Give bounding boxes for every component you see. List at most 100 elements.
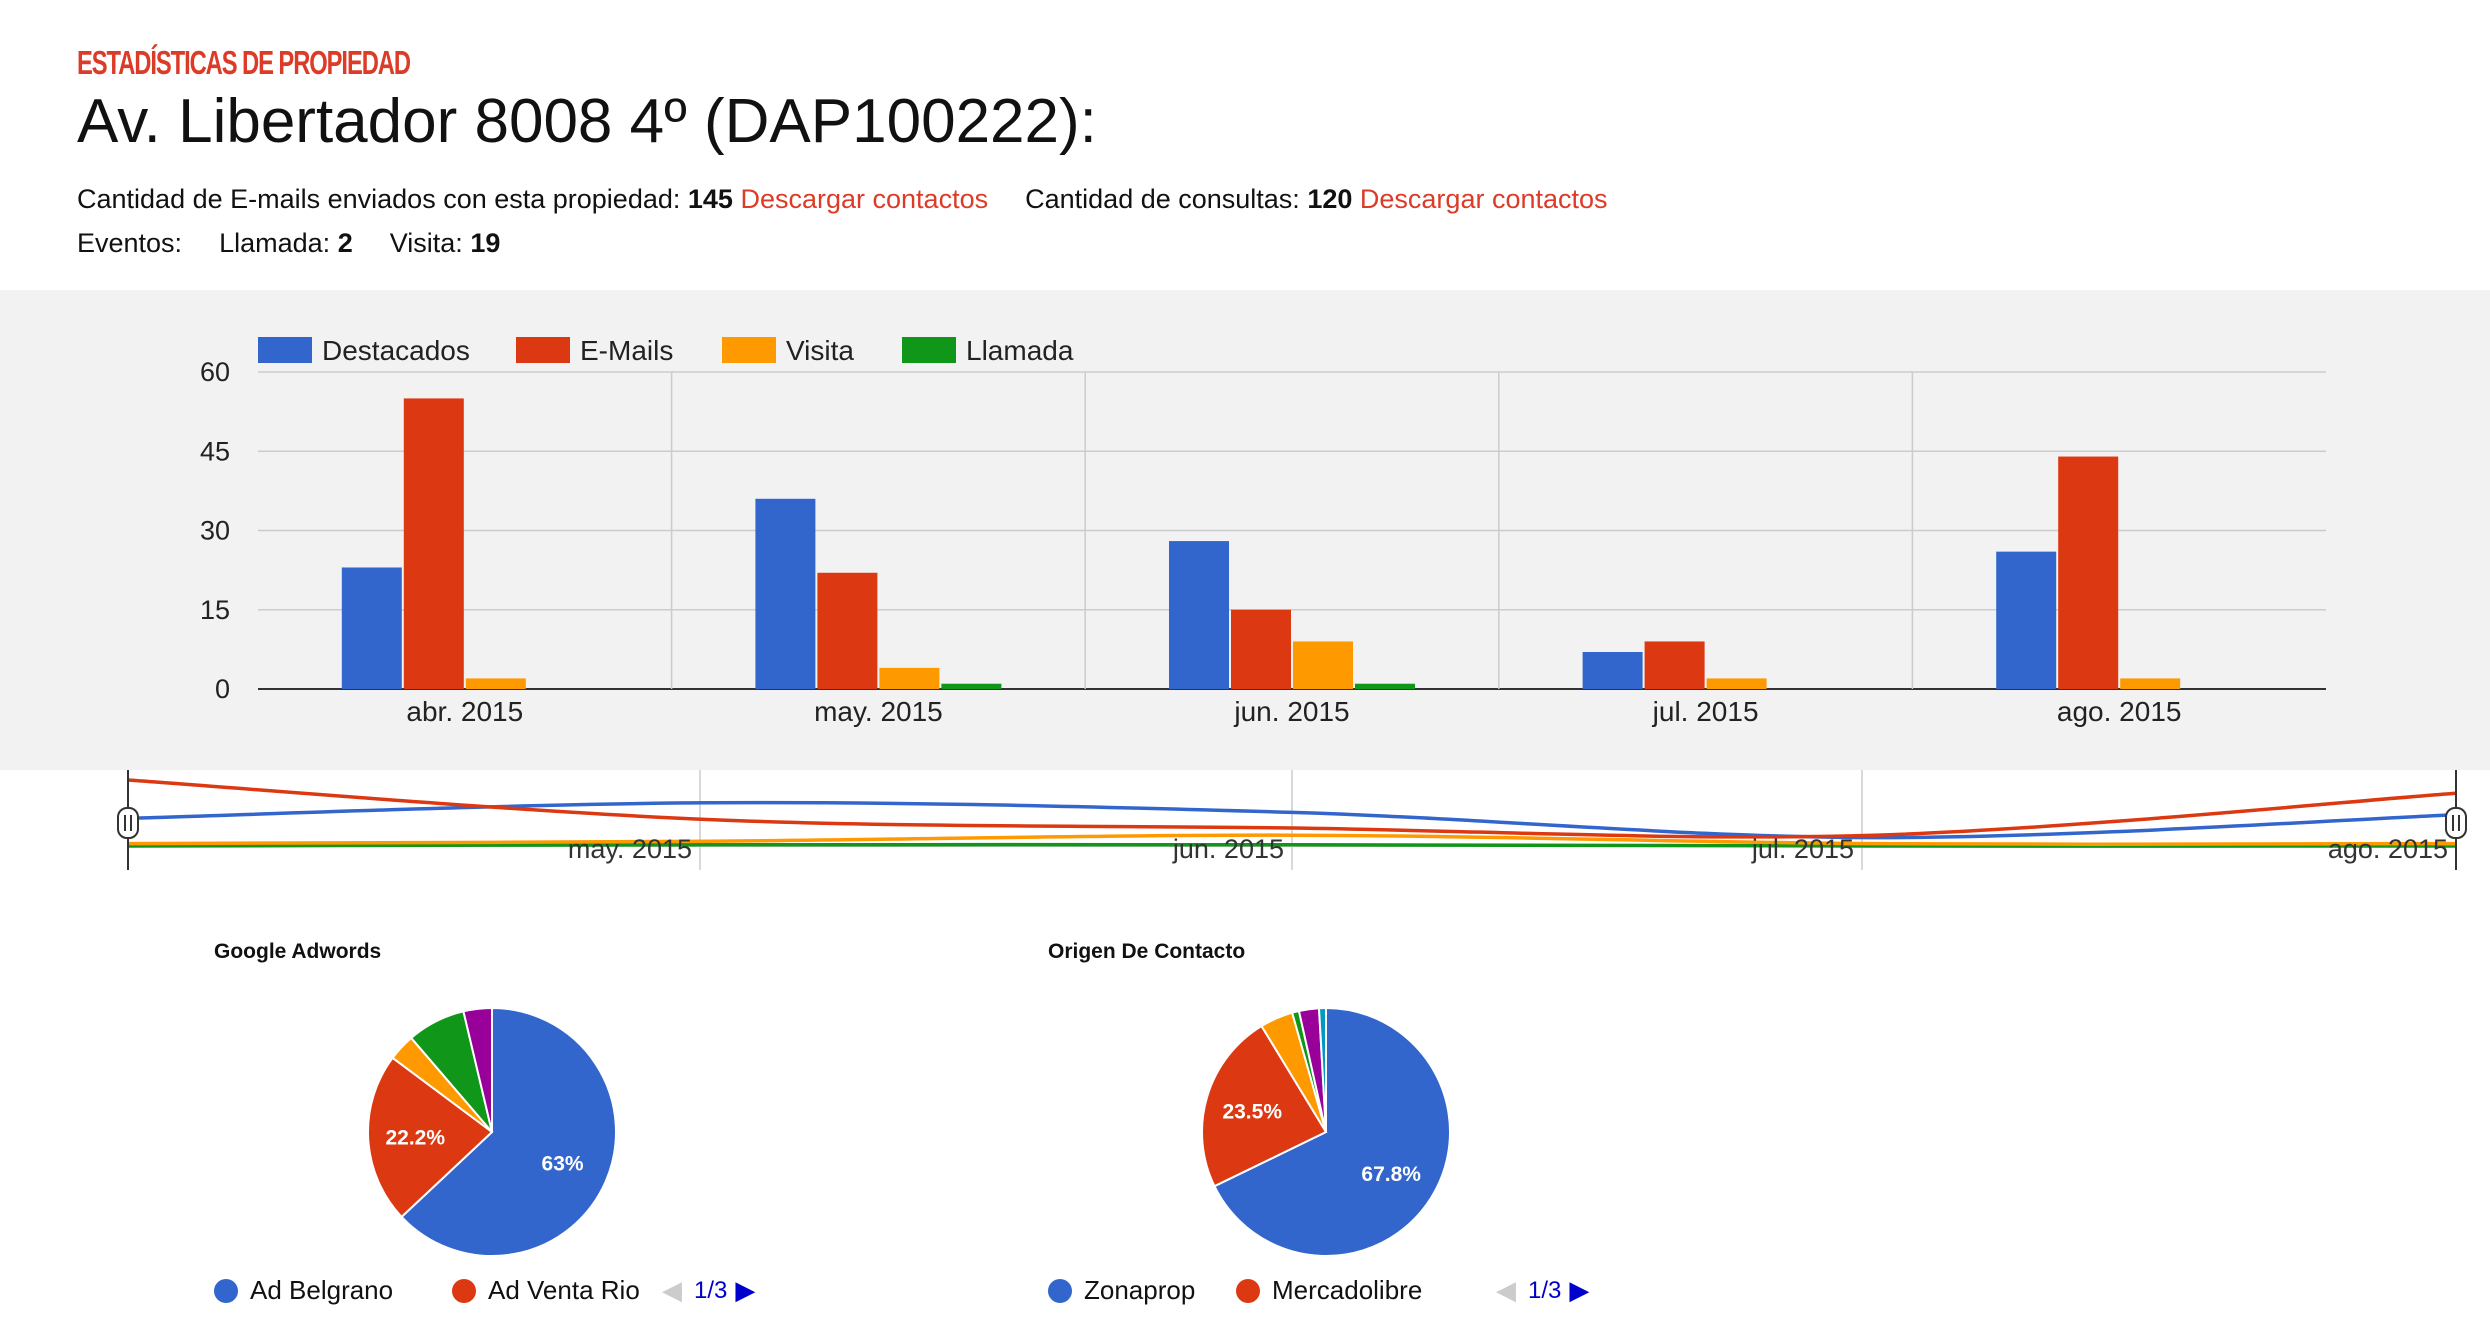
pie-title: Origen De Contacto bbox=[1048, 940, 1246, 963]
pie-slice[interactable] bbox=[1213, 1006, 1451, 1257]
pie-slice-label: 22.2% bbox=[385, 1126, 445, 1149]
legend-label: Ad Venta Rio bbox=[488, 1275, 640, 1305]
y-tick-label: 30 bbox=[200, 516, 230, 546]
bar-chart-panel: 0 15 30 45 60 abr. 2015 may. 2015 jun. 2015 jul.… bbox=[0, 290, 2490, 770]
bar-visita[interactable] bbox=[1293, 641, 1353, 689]
legend-pager: ◀ 1/3 ▶ bbox=[1496, 1275, 1589, 1306]
emails-count: 145 bbox=[687, 184, 733, 214]
bar-llamada[interactable] bbox=[941, 683, 1002, 689]
y-tick-label: 45 bbox=[200, 436, 230, 466]
pie-slice-label: 23.5% bbox=[1222, 1100, 1282, 1123]
range-tick-label: ago. 2015 bbox=[2328, 834, 2448, 864]
next-page-icon[interactable]: ▶ bbox=[1569, 1275, 1590, 1305]
legend-item-ad-belgrano[interactable]: Ad Belgrano bbox=[214, 1275, 393, 1306]
bar-destacados[interactable] bbox=[755, 498, 816, 689]
bar-emails[interactable] bbox=[1231, 609, 1291, 689]
legend-swatch bbox=[516, 337, 570, 363]
bar-visita[interactable] bbox=[879, 667, 940, 689]
x-tick-label: jun. 2015 bbox=[1233, 696, 1349, 727]
bar-destacados[interactable] bbox=[341, 567, 402, 689]
legend-item-mercadolibre[interactable]: Mercadolibre bbox=[1236, 1275, 1422, 1306]
bar-destacados[interactable] bbox=[1169, 541, 1229, 689]
range-tick-label: may. 2015 bbox=[568, 834, 692, 864]
legend-page-indicator: 1/3 bbox=[694, 1276, 728, 1304]
prev-page-icon[interactable]: ◀ bbox=[1496, 1275, 1516, 1305]
legend-item[interactable]: Visita bbox=[722, 335, 854, 366]
queries-count: 120 bbox=[1307, 184, 1353, 214]
legend-label: E-Mails bbox=[580, 335, 673, 366]
stats-line-contacts: Cantidad de E-mails enviados con esta pr… bbox=[77, 184, 1608, 215]
legend-pager: ◀ 1/3 ▶ bbox=[662, 1275, 755, 1306]
legend-label: Ad Belgrano bbox=[250, 1275, 394, 1305]
legend-item[interactable]: Destacados bbox=[258, 335, 470, 366]
legend-label: Zonaprop bbox=[1084, 1275, 1196, 1305]
legend-label: Visita bbox=[786, 335, 854, 366]
pie-slice[interactable] bbox=[1317, 1006, 1327, 1133]
y-tick-label: 15 bbox=[200, 595, 230, 625]
range-line-visita bbox=[127, 833, 2457, 846]
x-tick-label: may. 2015 bbox=[814, 696, 943, 727]
bar-visita[interactable] bbox=[465, 678, 526, 689]
legend-swatch bbox=[902, 337, 956, 363]
emails-label: Cantidad de E-mails enviados con esta pr… bbox=[77, 184, 681, 214]
events-label: Eventos: bbox=[77, 228, 183, 258]
next-page-icon[interactable]: ▶ bbox=[735, 1275, 756, 1305]
page-title: Av. Libertador 8008 4º (DAP100222): bbox=[77, 87, 1097, 156]
download-contacts-link-emails[interactable]: Descargar contactos bbox=[740, 184, 989, 214]
pie-slice[interactable] bbox=[400, 1006, 617, 1257]
x-tick-label: jul. 2015 bbox=[1652, 696, 1759, 727]
handle-grip bbox=[117, 807, 139, 839]
stats-line-events: Eventos: Llamada: 2 Visita: 19 bbox=[77, 228, 500, 259]
range-selector[interactable]: may. 2015 jun. 2015 jul. 2015 ago. 2015 bbox=[0, 770, 2490, 890]
handle-grip bbox=[2445, 807, 2467, 839]
bar-destacados[interactable] bbox=[1582, 652, 1643, 689]
x-tick-label: abr. 2015 bbox=[406, 696, 523, 727]
legend-dot bbox=[452, 1278, 476, 1303]
range-handle-left[interactable] bbox=[117, 807, 139, 839]
range-line-emails bbox=[127, 778, 2457, 839]
bar-llamada[interactable] bbox=[1355, 683, 1415, 689]
pie-slice-label: 67.8% bbox=[1361, 1163, 1421, 1186]
calls-count: 2 bbox=[337, 228, 353, 258]
pie-chart-svg: 63% 22.2% bbox=[367, 1006, 617, 1257]
legend-swatch bbox=[722, 337, 776, 363]
calls-label: Llamada: bbox=[219, 228, 331, 258]
legend-dot bbox=[1236, 1278, 1260, 1303]
pie-slice[interactable] bbox=[1201, 1024, 1328, 1188]
visits-label: Visita: bbox=[389, 228, 463, 258]
bar-chart: 0 15 30 45 60 abr. 2015 may. 2015 jun. 2015 jul.… bbox=[200, 335, 2326, 727]
bar-emails[interactable] bbox=[817, 572, 878, 689]
pie-slice[interactable] bbox=[367, 1056, 494, 1219]
pie-title: Google Adwords bbox=[214, 940, 382, 963]
bar-emails[interactable] bbox=[2058, 456, 2119, 689]
prev-page-icon[interactable]: ◀ bbox=[662, 1275, 682, 1305]
x-tick-label: ago. 2015 bbox=[2057, 696, 2182, 727]
legend-dot bbox=[1048, 1278, 1072, 1303]
bar-visita[interactable] bbox=[2120, 678, 2181, 689]
legend-swatch bbox=[258, 337, 312, 363]
range-tick-label: jul. 2015 bbox=[1751, 834, 1854, 864]
legend-page-indicator: 1/3 bbox=[1528, 1276, 1562, 1304]
pie-chart-svg: 67.8% 23.5% bbox=[1201, 1006, 1451, 1257]
legend-label: Llamada bbox=[966, 335, 1074, 366]
legend-dot bbox=[214, 1278, 238, 1303]
legend-item[interactable]: E-Mails bbox=[516, 335, 673, 366]
pie-slice-label: 63% bbox=[542, 1153, 584, 1176]
range-tick-label: jun. 2015 bbox=[1172, 834, 1284, 864]
y-tick-label: 0 bbox=[215, 674, 230, 704]
legend-item-ad-venta-rio[interactable]: Ad Venta Rio bbox=[452, 1275, 640, 1306]
pie-slice[interactable] bbox=[462, 1006, 493, 1133]
bar-visita[interactable] bbox=[1706, 678, 1767, 689]
queries-label: Cantidad de consultas: bbox=[1025, 184, 1300, 214]
visits-count: 19 bbox=[470, 228, 501, 258]
legend-item-zonaprop[interactable]: Zonaprop bbox=[1048, 1275, 1195, 1306]
legend-item[interactable]: Llamada bbox=[902, 335, 1074, 366]
range-line-llamada bbox=[127, 842, 2457, 848]
download-contacts-link-queries[interactable]: Descargar contactos bbox=[1359, 184, 1608, 214]
y-tick-label: 60 bbox=[200, 357, 230, 387]
range-handle-right[interactable] bbox=[2445, 807, 2467, 839]
bar-emails[interactable] bbox=[403, 398, 464, 689]
legend-label: Mercadolibre bbox=[1272, 1275, 1423, 1305]
bar-emails[interactable] bbox=[1644, 641, 1705, 689]
bar-destacados[interactable] bbox=[1996, 551, 2057, 689]
